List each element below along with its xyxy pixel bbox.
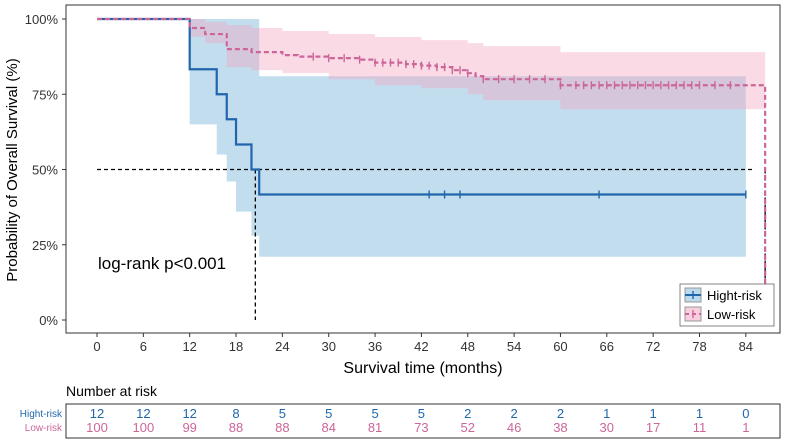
x-tick-label: 54: [507, 339, 521, 354]
x-tick-label: 48: [461, 339, 475, 354]
legend-label-hight-risk: Hight-risk: [707, 288, 762, 303]
risk-count-hight-risk: 1: [650, 406, 657, 421]
risk-count-low-risk: 73: [414, 420, 428, 435]
x-tick-label: 42: [414, 339, 428, 354]
confidence-bands: [97, 19, 766, 257]
risk-count-hight-risk: 5: [279, 406, 286, 421]
risk-count-hight-risk: 1: [696, 406, 703, 421]
risk-count-low-risk: 81: [368, 420, 382, 435]
risk-count-hight-risk: 12: [90, 406, 104, 421]
legend-label-low-risk: Low-risk: [707, 307, 756, 322]
x-tick-label: 18: [229, 339, 243, 354]
x-tick-label: 0: [93, 339, 100, 354]
risk-count-low-risk: 88: [275, 420, 289, 435]
risk-count-hight-risk: 2: [557, 406, 564, 421]
risk-count-hight-risk: 5: [418, 406, 425, 421]
risk-count-low-risk: 84: [321, 420, 335, 435]
risk-count-low-risk: 17: [646, 420, 660, 435]
y-tick-label: 75%: [32, 87, 58, 102]
x-tick-label: 6: [140, 339, 147, 354]
risk-table-title: Number at risk: [66, 383, 158, 399]
risk-count-hight-risk: 12: [136, 406, 150, 421]
x-axis-label: Survival time (months): [343, 360, 502, 377]
y-axis-label: Probability of Overall Survival (%): [4, 58, 21, 281]
y-tick-label: 25%: [32, 238, 58, 253]
censor-marks: [312, 52, 747, 199]
x-tick-label: 66: [600, 339, 614, 354]
x-tick-label: 84: [739, 339, 753, 354]
risk-count-low-risk: 38: [553, 420, 567, 435]
risk-row-label-hight-risk: Hight-risk: [20, 409, 63, 420]
x-tick-label: 78: [692, 339, 706, 354]
risk-count-low-risk: 11: [693, 420, 707, 435]
risk-count-low-risk: 52: [461, 420, 475, 435]
x-tick-label: 12: [182, 339, 196, 354]
y-tick-label: 100%: [25, 12, 59, 27]
y-tick-label: 50%: [32, 163, 58, 178]
risk-count-low-risk: 88: [229, 420, 243, 435]
risk-count-hight-risk: 2: [510, 406, 517, 421]
survival-curve-hight-risk: [97, 17, 746, 196]
legend: Hight-risk Low-risk: [679, 283, 775, 327]
risk-count-hight-risk: 0: [742, 406, 749, 421]
x-tick-label: 24: [275, 339, 289, 354]
x-tick-label: 60: [553, 339, 567, 354]
risk-count-hight-risk: 1: [603, 406, 610, 421]
risk-count-low-risk: 99: [182, 420, 196, 435]
x-tick-label: 72: [646, 339, 660, 354]
axis-ticks: 0 6 12 18 24 30 36 42 48 54 60 66 72 78 84 0% 25% 50% 75% 1…: [25, 12, 753, 354]
risk-count-low-risk: 46: [507, 420, 521, 435]
x-tick-label: 36: [368, 339, 382, 354]
risk-table-box: [65, 403, 781, 439]
risk-count-hight-risk: 12: [182, 406, 196, 421]
risk-count-hight-risk: 5: [325, 406, 332, 421]
risk-count-low-risk: 1: [742, 420, 749, 435]
risk-count-low-risk: 30: [600, 420, 614, 435]
median-reference-lines: [97, 168, 766, 320]
ci-band-hight-risk: [97, 19, 746, 257]
risk-row-label-low-risk: Low-risk: [25, 423, 63, 434]
log-rank-annotation: log-rank p<0.001: [98, 254, 226, 273]
risk-count-hight-risk: 2: [464, 406, 471, 421]
y-tick-label: 0%: [39, 313, 58, 328]
risk-count-low-risk: 100: [86, 420, 108, 435]
x-tick-label: 30: [321, 339, 335, 354]
ci-band-low-risk: [97, 19, 766, 110]
risk-count-low-risk: 100: [132, 420, 154, 435]
risk-count-hight-risk: 8: [232, 406, 239, 421]
risk-count-hight-risk: 5: [371, 406, 378, 421]
